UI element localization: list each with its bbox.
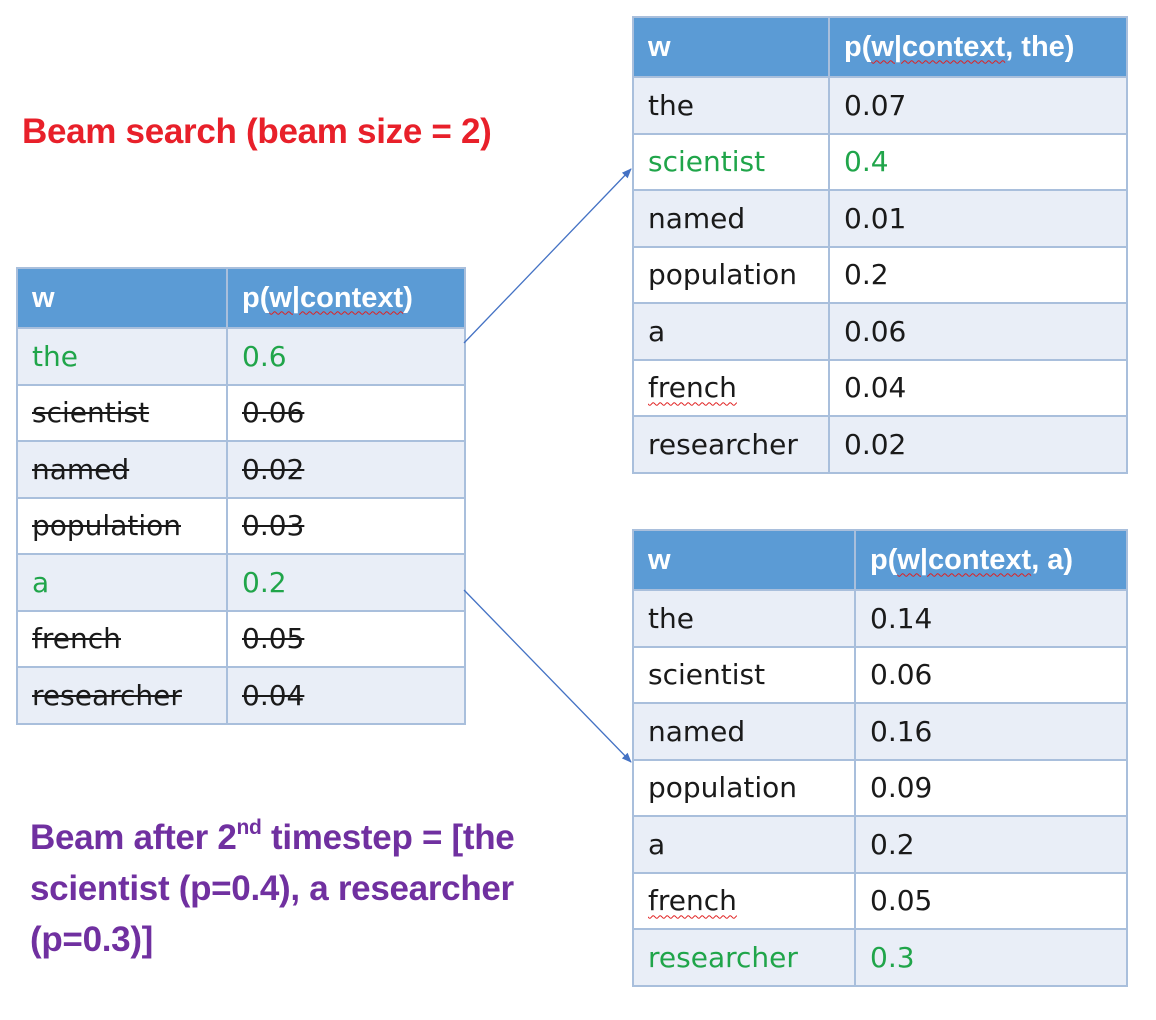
slide-title: Beam search (beam size = 2) xyxy=(22,112,492,151)
next-step-table-after-a: w p(w|context, a) the 0.14 scientist 0.06 na… xyxy=(632,529,1128,987)
note-prefix: Beam after 2 xyxy=(30,818,237,857)
probability-cell: 0.4 xyxy=(828,132,1128,191)
probability-cell: 0.2 xyxy=(828,245,1128,304)
note-superscript: nd xyxy=(236,816,262,839)
table-row: population 0.09 xyxy=(632,758,1128,817)
spellcheck-underline: french xyxy=(648,371,737,405)
probability-cell: 0.06 xyxy=(828,302,1128,361)
table-header-row: w p(w|context) xyxy=(16,267,466,329)
word-cell: researcher xyxy=(632,928,856,987)
probability-cell: 0.2 xyxy=(226,553,466,612)
word-cell: scientist xyxy=(16,383,228,442)
probability-cell: 0.05 xyxy=(226,609,466,668)
word-cell: researcher xyxy=(632,415,830,474)
word-cell: a xyxy=(16,553,228,612)
table-row: scientist 0.4 xyxy=(632,132,1128,191)
probability-cell: 0.03 xyxy=(226,496,466,555)
spellcheck-underline: french xyxy=(648,884,737,918)
table-row: scientist 0.06 xyxy=(632,645,1128,704)
word-cell: a xyxy=(632,815,856,874)
table-header-row: w p(w|context, the) xyxy=(632,16,1128,78)
table-row: a 0.2 xyxy=(632,815,1128,874)
word-cell: named xyxy=(16,440,228,499)
table-row: french 0.05 xyxy=(632,871,1128,930)
probability-cell: 0.06 xyxy=(226,383,466,442)
word-cell: scientist xyxy=(632,132,830,191)
table-row: a 0.2 xyxy=(16,553,466,612)
probability-cell: 0.16 xyxy=(854,702,1128,761)
probability-cell: 0.07 xyxy=(828,76,1128,135)
probability-cell: 0.02 xyxy=(226,440,466,499)
table-row: researcher 0.02 xyxy=(632,415,1128,474)
header-probability: p(w|context, a) xyxy=(854,529,1128,591)
word-cell: french xyxy=(16,609,228,668)
header-word: w xyxy=(632,16,830,78)
arrow-the-to-next-table xyxy=(463,168,632,344)
word-cell: french xyxy=(632,871,856,930)
table-row: french 0.04 xyxy=(632,358,1128,417)
table-row: named 0.01 xyxy=(632,189,1128,248)
header-word: w xyxy=(16,267,228,329)
table-row: a 0.06 xyxy=(632,302,1128,361)
word-cell: the xyxy=(16,327,228,386)
word-cell: french xyxy=(632,358,830,417)
header-probability: p(w|context, the) xyxy=(828,16,1128,78)
table-header-row: w p(w|context, a) xyxy=(632,529,1128,591)
next-step-table-after-the: w p(w|context, the) the 0.07 scientist 0.4 n… xyxy=(632,16,1128,474)
probability-cell: 0.2 xyxy=(854,815,1128,874)
probability-cell: 0.09 xyxy=(854,758,1128,817)
word-cell: population xyxy=(632,758,856,817)
word-cell: scientist xyxy=(632,645,856,704)
table-row: the 0.6 xyxy=(16,327,466,386)
probability-cell: 0.04 xyxy=(828,358,1128,417)
table-row: population 0.2 xyxy=(632,245,1128,304)
spellcheck-underline: w|context xyxy=(871,30,1006,63)
table-row: the 0.14 xyxy=(632,589,1128,648)
probability-cell: 0.02 xyxy=(828,415,1128,474)
table-row: named 0.16 xyxy=(632,702,1128,761)
spellcheck-underline: w|context xyxy=(269,281,404,314)
probability-cell: 0.01 xyxy=(828,189,1128,248)
header-probability: p(w|context) xyxy=(226,267,466,329)
word-cell: named xyxy=(632,189,830,248)
word-cell: population xyxy=(632,245,830,304)
header-word: w xyxy=(632,529,856,591)
spellcheck-underline: french xyxy=(32,622,121,656)
note-suffix: timestep = [the scientist (p=0.4), a res… xyxy=(30,818,515,959)
word-cell: population xyxy=(16,496,228,555)
arrow-a-to-next-table xyxy=(463,589,632,763)
probability-cell: 0.05 xyxy=(854,871,1128,930)
word-cell: the xyxy=(632,589,856,648)
table-row: population 0.03 xyxy=(16,496,466,555)
table-row: named 0.02 xyxy=(16,440,466,499)
word-cell: researcher xyxy=(16,666,228,725)
probability-cell: 0.6 xyxy=(226,327,466,386)
table-row: scientist 0.06 xyxy=(16,383,466,442)
spellcheck-underline: w|context xyxy=(897,543,1032,576)
word-cell: named xyxy=(632,702,856,761)
probability-cell: 0.3 xyxy=(854,928,1128,987)
table-row: researcher 0.04 xyxy=(16,666,466,725)
word-cell: a xyxy=(632,302,830,361)
probability-cell: 0.04 xyxy=(226,666,466,725)
table-row: the 0.07 xyxy=(632,76,1128,135)
first-step-table: w p(w|context) the 0.6 scientist 0.06 named 0… xyxy=(16,267,466,725)
probability-cell: 0.14 xyxy=(854,589,1128,648)
table-row: researcher 0.3 xyxy=(632,928,1128,987)
table-row: french 0.05 xyxy=(16,609,466,668)
probability-cell: 0.06 xyxy=(854,645,1128,704)
beam-result-note: Beam after 2nd timestep = [the scientist… xyxy=(30,812,620,965)
word-cell: the xyxy=(632,76,830,135)
